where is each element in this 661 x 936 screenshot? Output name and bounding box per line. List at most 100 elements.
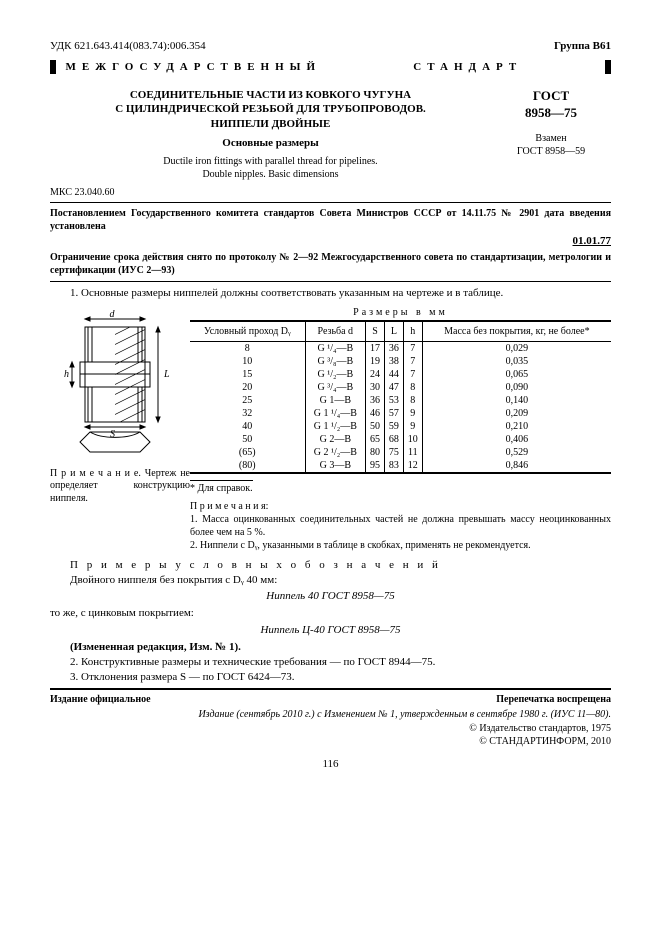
table-cell: G 2 ¹/₂—В	[305, 446, 366, 459]
fig-label-h: h	[64, 369, 69, 380]
banner-bar-right	[605, 60, 611, 74]
example-1: Ниппель 40 ГОСТ 8958—75	[50, 589, 611, 604]
page: УДК 621.643.414(083.74):006.354 Группа В…	[0, 0, 661, 800]
table-cell: 19	[366, 355, 385, 368]
table-cell: 0,210	[422, 420, 611, 433]
table-cell: 12	[403, 459, 422, 473]
table-cell: G ¹/₂—В	[305, 368, 366, 381]
table-column: Размеры в мм Условный проход DᵧРезьба dS…	[190, 307, 611, 552]
title-en-line1: Ductile iron fittings with parallel thre…	[50, 155, 491, 168]
footer-row: Издание официальное Перепечатка воспреще…	[50, 694, 611, 705]
fig-label-S: S	[110, 429, 115, 440]
table-body: 8G ¹/₄—В173670,02910G ³/₈—В193870,03515G…	[190, 341, 611, 473]
mks-code: МКС 23.040.60	[50, 187, 611, 198]
example-line-1: Двойного ниппеля без покрытия с Dᵧ 40 мм…	[50, 573, 611, 588]
table-header-cell: S	[366, 321, 385, 342]
title-ru: СОЕДИНИТЕЛЬНЫЕ ЧАСТИ ИЗ КОВКОГО ЧУГУНА С…	[50, 88, 491, 131]
title-ru-line2: С ЦИЛИНДРИЧЕСКОЙ РЕЗЬБОЙ ДЛЯ ТРУБОПРОВОД…	[50, 102, 491, 116]
fig-label-d: d	[110, 309, 116, 320]
table-header-cell: Резьба d	[305, 321, 366, 342]
table-cell: 80	[366, 446, 385, 459]
table-row: 50G 2—В6568100,406	[190, 433, 611, 446]
table-cell: 0,406	[422, 433, 611, 446]
header-right: ГОСТ 8958—75 Взамен ГОСТ 8958—59	[491, 88, 611, 181]
table-cell: 38	[384, 355, 403, 368]
table-cell: 25	[190, 394, 305, 407]
copyright-1: © Издательство стандартов, 1975	[50, 722, 611, 735]
replaces-value: ГОСТ 8958—59	[491, 145, 611, 158]
table-cell: 8	[190, 341, 305, 355]
table-row: 40G 1 ¹/₂—В505990,210	[190, 420, 611, 433]
table-row: 20G ³/₄—В304780,090	[190, 381, 611, 394]
table-row: (80)G 3—В9583120,846	[190, 459, 611, 473]
table-row: 15G ¹/₂—В244470,065	[190, 368, 611, 381]
table-cell: 20	[190, 381, 305, 394]
divider-thick	[50, 688, 611, 690]
table-cell: 46	[366, 407, 385, 420]
table-cell: 0,065	[422, 368, 611, 381]
table-header-cell: Условный проход Dᵧ	[190, 321, 305, 342]
table-cell: G ¹/₄—В	[305, 341, 366, 355]
table-cell: 24	[366, 368, 385, 381]
table-cell: 7	[403, 355, 422, 368]
table-cell: G 3—В	[305, 459, 366, 473]
table-cell: G 1 ¹/₄—В	[305, 407, 366, 420]
table-cell: 9	[403, 407, 422, 420]
gost-label: ГОСТ	[491, 88, 611, 105]
table-cell: G 2—В	[305, 433, 366, 446]
table-cell: G ³/₄—В	[305, 381, 366, 394]
decree-text: Постановлением Государственного комитета…	[50, 207, 611, 233]
page-number: 116	[50, 758, 611, 770]
note-2: 2. Ниппели с Dᵧ, указанными в таблице в …	[190, 539, 611, 552]
title-en-line2: Double nipples. Basic dimensions	[50, 168, 491, 181]
copyright-2: © СТАНДАРТИНФОРМ, 2010	[50, 735, 611, 748]
divider	[50, 202, 611, 203]
gost-number: 8958—75	[491, 105, 611, 122]
table-cell: G 1 ¹/₂—В	[305, 420, 366, 433]
table-cell: 10	[403, 433, 422, 446]
table-cell: 7	[403, 368, 422, 381]
title-en: Ductile iron fittings with parallel thre…	[50, 155, 491, 181]
title-ru-line3: НИППЕЛИ ДВОЙНЫЕ	[50, 117, 491, 131]
figure-column: d h S L П р и м е ч а н и е. Чертеж не о…	[50, 307, 190, 552]
banner-text-left: МЕЖГОСУДАРСТВЕННЫЙ	[56, 61, 331, 73]
table-cell: 0,090	[422, 381, 611, 394]
table-row: (65)G 2 ¹/₂—В8075110,529	[190, 446, 611, 459]
table-cell: 17	[366, 341, 385, 355]
table-cell: 0,140	[422, 394, 611, 407]
examples-block: П р и м е р ы у с л о в н ы х о б о з н …	[50, 558, 611, 638]
divider	[50, 281, 611, 282]
fig-label-L: L	[163, 369, 170, 380]
table-cell: 53	[384, 394, 403, 407]
table-cell: 0,209	[422, 407, 611, 420]
table-cell: 36	[384, 341, 403, 355]
example-line-2: то же, с цинковым покрытием:	[50, 606, 611, 621]
amendment: (Измененная редакция, Изм. № 1).	[50, 640, 611, 655]
table-cell: 0,029	[422, 341, 611, 355]
table-cell: 75	[384, 446, 403, 459]
figure-note: П р и м е ч а н и е. Чертеж не определяе…	[50, 468, 190, 506]
table-header-row: Условный проход DᵧРезьба dSLhМасса без п…	[190, 321, 611, 342]
dimensions-table: Условный проход DᵧРезьба dSLhМасса без п…	[190, 320, 611, 474]
table-cell: 0,035	[422, 355, 611, 368]
table-row: 25G 1—В365380,140	[190, 394, 611, 407]
banner: МЕЖГОСУДАРСТВЕННЫЙ СТАНДАРТ	[50, 60, 611, 74]
footer-right: Перепечатка воспрещена	[496, 694, 611, 705]
edition-note: Издание (сентябрь 2010 г.) с Изменением …	[50, 709, 611, 720]
table-cell: 11	[403, 446, 422, 459]
para-1: 1. Основные размеры ниппелей должны соот…	[50, 286, 611, 301]
table-cell: 50	[366, 420, 385, 433]
table-cell: 8	[403, 394, 422, 407]
table-cell: G 1—В	[305, 394, 366, 407]
table-cell: 15	[190, 368, 305, 381]
para-2: 2. Конструктивные размеры и технические …	[50, 655, 611, 670]
table-caption: Размеры в мм	[190, 307, 611, 318]
para-3: 3. Отклонения размера S — по ГОСТ 6424—7…	[50, 670, 611, 685]
table-cell: 7	[403, 341, 422, 355]
header-left: СОЕДИНИТЕЛЬНЫЕ ЧАСТИ ИЗ КОВКОГО ЧУГУНА С…	[50, 88, 491, 181]
table-cell: 83	[384, 459, 403, 473]
header-block: СОЕДИНИТЕЛЬНЫЕ ЧАСТИ ИЗ КОВКОГО ЧУГУНА С…	[50, 88, 611, 181]
table-cell: 32	[190, 407, 305, 420]
nipple-drawing: d h S L	[50, 307, 180, 457]
table-cell: 65	[366, 433, 385, 446]
